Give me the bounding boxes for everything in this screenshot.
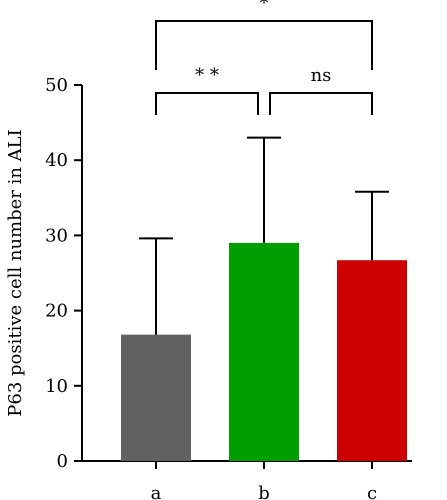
y-tick-label: 40 xyxy=(45,150,68,171)
significance-bracket xyxy=(155,92,259,115)
y-tick-label: 50 xyxy=(45,75,68,96)
y-tick-label: 30 xyxy=(45,225,68,246)
x-tick-label-c: c xyxy=(367,483,377,500)
bar-b xyxy=(229,242,299,461)
significance-label: * xyxy=(260,0,269,14)
bar-a xyxy=(121,334,191,461)
y-tick-label: 10 xyxy=(45,376,68,397)
significance-bracket xyxy=(269,92,373,115)
x-tick-label-b: b xyxy=(258,483,270,500)
x-tick-label-a: a xyxy=(151,483,162,500)
significance-label: ns xyxy=(311,65,332,86)
error-bars xyxy=(139,136,389,335)
significance-brackets: * * ns * xyxy=(155,0,373,115)
bars xyxy=(121,242,407,461)
x-ticks: a b c xyxy=(151,461,377,500)
significance-label: * * xyxy=(195,65,219,86)
y-tick-label: 20 xyxy=(45,301,68,322)
y-ticks: 0 10 20 30 40 50 xyxy=(45,75,82,472)
y-axis-label: P63 positive cell number in ALI xyxy=(5,129,26,416)
y-tick-label: 0 xyxy=(57,451,68,472)
significance-bracket xyxy=(155,20,373,70)
bar-c xyxy=(337,260,407,461)
